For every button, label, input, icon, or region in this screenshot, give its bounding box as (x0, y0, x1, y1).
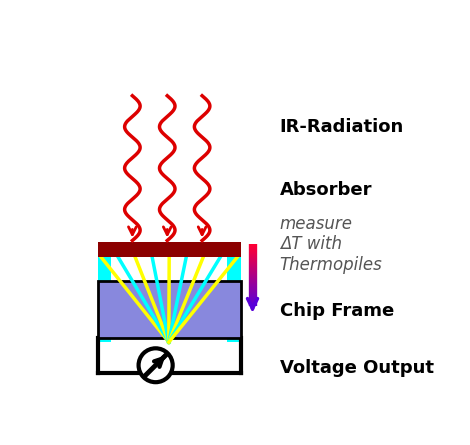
Text: measure
ΔT with
Thermopiles: measure ΔT with Thermopiles (280, 214, 383, 274)
Bar (97, 242, 111, 342)
Text: Chip Frame: Chip Frame (280, 302, 394, 320)
Bar (97, 242, 241, 258)
Bar (97, 280, 241, 338)
Text: IR-Radiation: IR-Radiation (280, 117, 404, 136)
Text: Voltage Output: Voltage Output (280, 359, 434, 376)
Text: Absorber: Absorber (280, 182, 372, 199)
Bar (227, 242, 241, 342)
